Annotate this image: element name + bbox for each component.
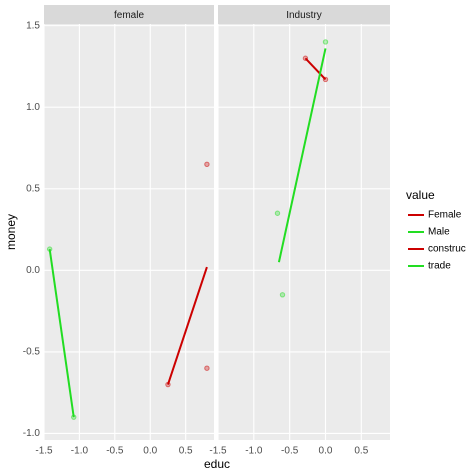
legend-title: value: [406, 188, 435, 202]
legend-label: Male: [428, 227, 450, 238]
x-tick-label: -1.0: [71, 446, 89, 457]
x-axis-title: educ: [204, 457, 230, 471]
x-tick-label: -0.5: [106, 446, 124, 457]
strip-title: Industry: [286, 10, 322, 21]
strip: [218, 5, 390, 24]
x-tick-label: -1.5: [35, 446, 53, 457]
x-tick-label: -1.5: [209, 446, 227, 457]
fit-line: [48, 248, 75, 418]
point: [322, 39, 329, 45]
legend-label: Female: [428, 210, 462, 221]
x-tick-label: 0.5: [179, 446, 193, 457]
point: [274, 210, 281, 216]
fit-line: [167, 266, 208, 385]
x-tick-label: 0.5: [354, 446, 368, 457]
point: [204, 161, 210, 167]
point: [204, 365, 210, 371]
strip-title: female: [114, 10, 144, 21]
panel-background: [44, 24, 214, 440]
y-tick-label: -1.0: [23, 428, 41, 439]
y-tick-label: 0.5: [26, 183, 40, 194]
x-tick-label: 0.0: [319, 446, 333, 457]
point: [279, 292, 286, 298]
y-tick-label: -0.5: [23, 347, 41, 358]
x-tick-label: -0.5: [281, 446, 299, 457]
y-axis-title: money: [4, 214, 18, 250]
y-tick-label: 0.0: [26, 265, 40, 276]
y-tick-label: 1.5: [26, 20, 40, 31]
panel-background: [218, 24, 390, 440]
fit-line: [277, 48, 327, 263]
fit-line: [304, 57, 327, 81]
x-tick-label: -1.0: [245, 446, 263, 457]
y-tick-label: 1.0: [26, 102, 40, 113]
x-tick-label: 0.0: [143, 446, 157, 457]
legend-label: trade: [428, 261, 451, 272]
legend-label: construc: [428, 244, 466, 255]
strip: [44, 5, 214, 24]
